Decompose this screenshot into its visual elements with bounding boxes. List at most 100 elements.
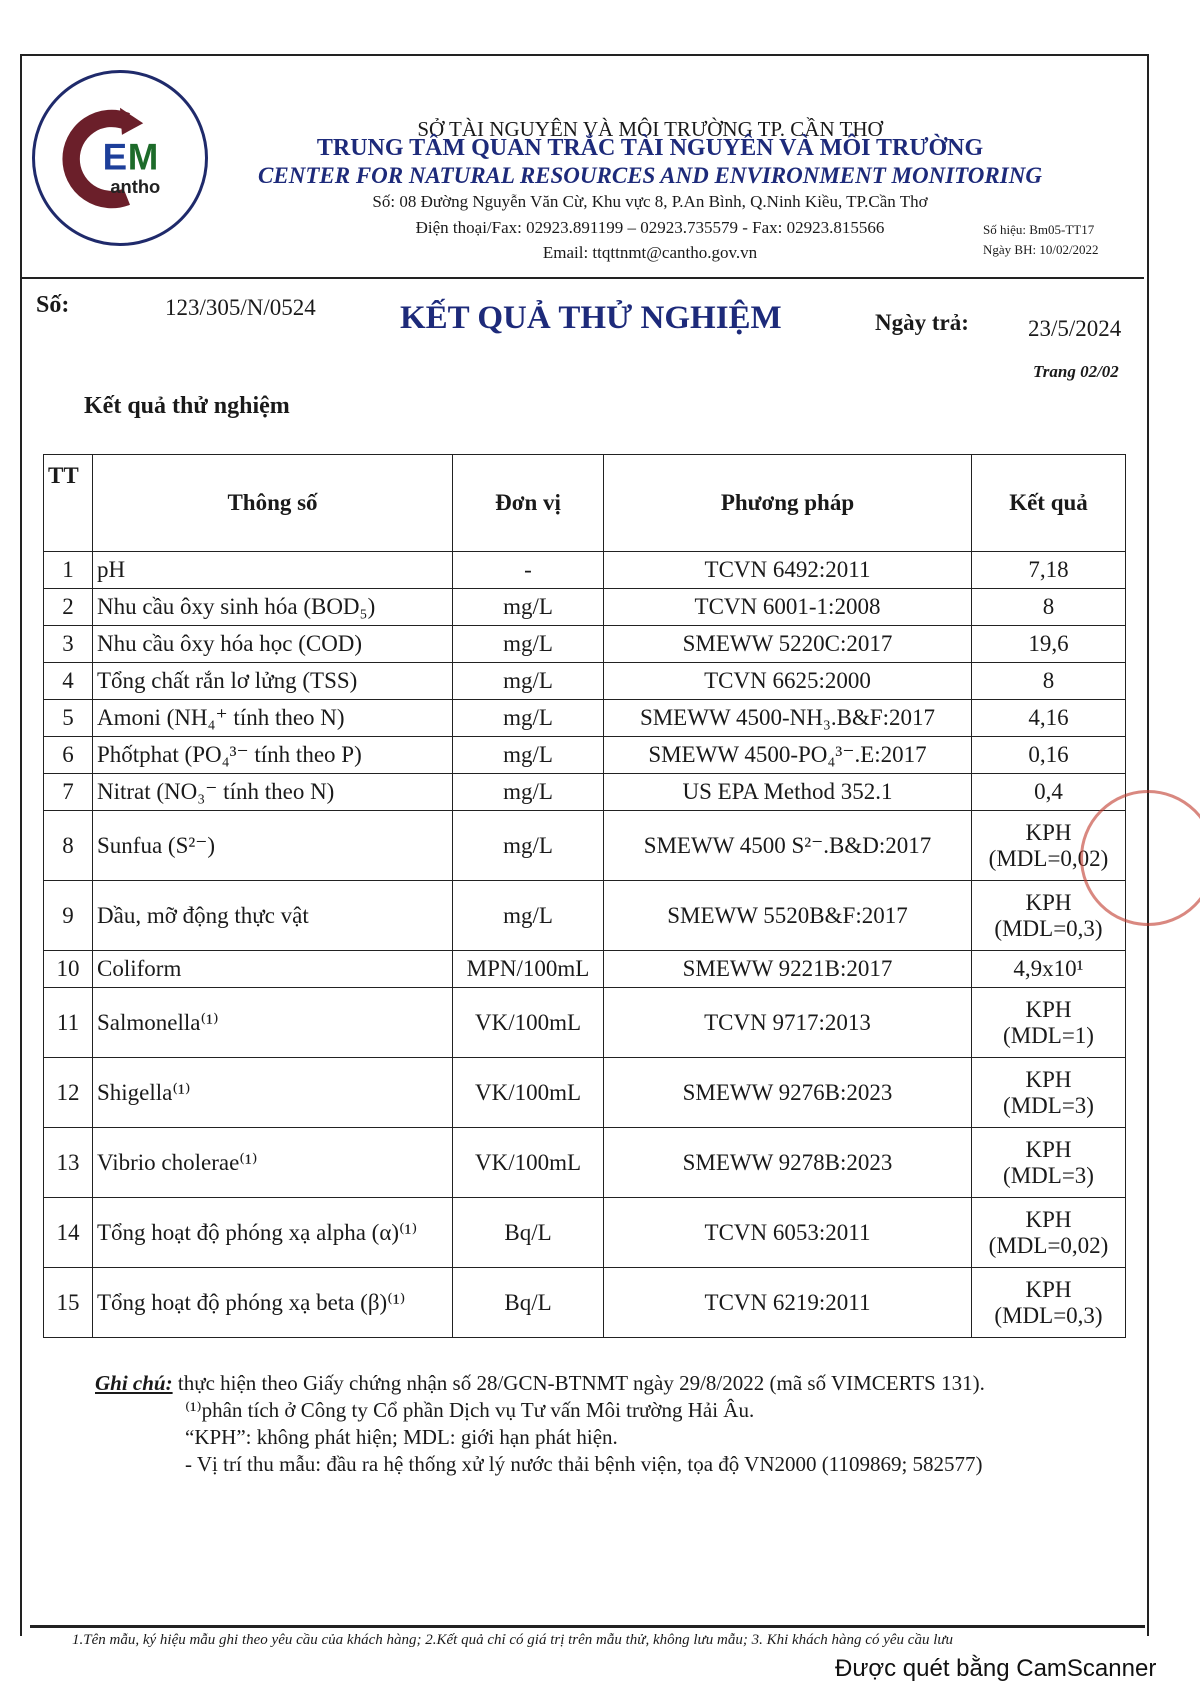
cell-method: TCVN 6001-1:2008	[603, 588, 972, 626]
cell-method: SMEWW 5520B&F:2017	[603, 880, 972, 951]
cell-method: TCVN 6625:2000	[603, 662, 972, 700]
cell-method: SMEWW 9276B:2023	[603, 1057, 972, 1128]
cell-unit: mg/L	[452, 662, 604, 700]
cell-result: KPH (MDL=3)	[971, 1127, 1126, 1198]
cell-param: Tổng hoạt độ phóng xạ beta (β)⁽¹⁾	[92, 1267, 453, 1338]
result-value: KPH	[1025, 996, 1072, 1022]
doc-number: 123/305/N/0524	[165, 295, 316, 320]
cell-param: Tổng chất rắn lơ lửng (TSS)	[92, 662, 453, 700]
cell-method: SMEWW 5220C:2017	[603, 625, 972, 663]
cell-tt: 6	[43, 736, 93, 774]
cell-tt: 12	[43, 1057, 93, 1128]
cell-param: Amoni (NH₄⁺ tính theo N)	[92, 699, 453, 737]
cell-param: Nhu cầu ôxy sinh hóa (BOD₅)	[92, 588, 453, 626]
cell-unit: mg/L	[452, 773, 604, 811]
result-value: KPH	[1025, 1136, 1072, 1162]
table-row: 7 Nitrat (NO₃⁻ tính theo N) mg/L US EPA Met…	[43, 773, 1126, 811]
cell-unit: mg/L	[452, 588, 604, 626]
col-method: Phương pháp	[603, 454, 972, 552]
cell-tt: 7	[43, 773, 93, 811]
cell-result: KPH (MDL=0,3)	[971, 1267, 1126, 1338]
footer-divider	[30, 1625, 1145, 1628]
cell-unit: mg/L	[452, 736, 604, 774]
red-stamp	[1080, 790, 1200, 926]
cell-unit: mg/L	[452, 810, 604, 881]
org-name-vi: TRUNG TÂM QUAN TRẮC TÀI NGUYÊN VÀ MÔI TR…	[316, 135, 984, 161]
note-line-1: thực hiện theo Giấy chứng nhận số 28/GCN…	[172, 1371, 985, 1395]
cell-result: 19,6	[971, 625, 1126, 663]
cell-method: SMEWW 4500 S²⁻.B&D:2017	[603, 810, 972, 881]
notes-label: Ghi chú:	[95, 1371, 173, 1395]
cell-unit: mg/L	[452, 880, 604, 951]
table-row: 2 Nhu cầu ôxy sinh hóa (BOD₅) mg/L TCVN 600…	[43, 588, 1126, 626]
cell-tt: 5	[43, 699, 93, 737]
cell-tt: 8	[43, 810, 93, 881]
svg-text:antho: antho	[110, 176, 160, 197]
section-title: Kết quả thử nghiệm	[84, 393, 290, 419]
cell-unit: VK/100mL	[452, 1057, 604, 1128]
cell-result: 4,9x10¹	[971, 950, 1126, 988]
cell-param: Phốtphat (PO₄³⁻ tính theo P)	[92, 736, 453, 774]
cell-method: TCVN 9717:2013	[603, 987, 972, 1058]
result-value: 19,6	[1028, 631, 1069, 656]
cell-method: SMEWW 9221B:2017	[603, 950, 972, 988]
cell-unit: mg/L	[452, 699, 604, 737]
cell-tt: 15	[43, 1267, 93, 1338]
result-value: 7,18	[1028, 557, 1069, 582]
result-value: 8	[1042, 668, 1055, 693]
table-row: 3 Nhu cầu ôxy hóa học (COD) mg/L SMEWW 5220…	[43, 625, 1126, 663]
cell-unit: VK/100mL	[452, 987, 604, 1058]
table-row: 9 Dầu, mỡ động thực vật mg/L SMEWW 5520B&F:…	[43, 880, 1126, 951]
cell-method: SMEWW 4500-PO₄³⁻.E:2017	[603, 736, 972, 774]
col-param: Thông số	[92, 454, 453, 552]
svg-text:E: E	[103, 137, 127, 178]
col-result: Kết quả	[971, 454, 1126, 552]
email: Email: ttqttnmt@cantho.gov.vn	[542, 243, 758, 262]
col-tt: TT	[43, 454, 93, 552]
cem-logo: E M antho	[32, 70, 208, 246]
table-row: 6 Phốtphat (PO₄³⁻ tính theo P) mg/L SMEWW 4…	[43, 736, 1126, 774]
table-row: 1 pH - TCVN 6492:2011 7,18	[43, 551, 1126, 589]
cell-param: Sunfua (S²⁻)	[92, 810, 453, 881]
cell-param: Vibrio cholerae⁽¹⁾	[92, 1127, 453, 1198]
note-line-3: “KPH”: không phát hiện; MDL: giới hạn ph…	[185, 1425, 618, 1449]
cell-unit: VK/100mL	[452, 1127, 604, 1198]
result-value: KPH	[1025, 1066, 1072, 1092]
result-mdl: (MDL=3)	[1003, 1092, 1094, 1118]
table-header: TT Thông số Đơn vị Phương pháp Kết quả	[43, 454, 1126, 552]
cell-tt: 1	[43, 551, 93, 589]
col-unit: Đơn vị	[452, 454, 604, 552]
result-value: KPH	[1025, 889, 1072, 915]
cell-result: 7,18	[971, 551, 1126, 589]
cell-result: 0,16	[971, 736, 1126, 774]
notes: Ghi chú: thực hiện theo Giấy chứng nhận …	[95, 1370, 985, 1478]
cell-param: Coliform	[92, 950, 453, 988]
cell-param: Nhu cầu ôxy hóa học (COD)	[92, 625, 453, 663]
cell-param: Tổng hoạt độ phóng xạ alpha (α)⁽¹⁾	[92, 1197, 453, 1268]
doc-title: KẾT QUẢ THỬ NGHIỆM	[400, 300, 782, 336]
result-mdl: (MDL=0,02)	[988, 1232, 1109, 1258]
address: Số: 08 Đường Nguyễn Văn Cừ, Khu vực 8, P…	[372, 192, 928, 211]
cell-tt: 9	[43, 880, 93, 951]
cell-tt: 11	[43, 987, 93, 1058]
result-value: 8	[1042, 594, 1055, 619]
page-number: Trang 02/02	[1033, 362, 1119, 381]
cell-param: Dầu, mỡ động thực vật	[92, 880, 453, 951]
result-value: 4,9x10¹	[1013, 956, 1084, 981]
cell-result: KPH (MDL=3)	[971, 1057, 1126, 1128]
result-mdl: (MDL=3)	[1003, 1162, 1094, 1188]
result-value: 0,16	[1028, 742, 1069, 767]
doc-number-label: Số:	[36, 292, 70, 318]
note-line-4: - Vị trí thu mẫu: đầu ra hệ thống xử lý …	[185, 1452, 983, 1476]
cell-tt: 13	[43, 1127, 93, 1198]
table-row: 8 Sunfua (S²⁻) mg/L SMEWW 4500 S²⁻.B&D:2017…	[43, 810, 1126, 881]
cell-result: 0,4	[971, 773, 1126, 811]
table-row: 4 Tổng chất rắn lơ lửng (TSS) mg/L TCVN 662…	[43, 662, 1126, 700]
cell-tt: 2	[43, 588, 93, 626]
result-mdl: (MDL=0,3)	[994, 915, 1103, 941]
table-row: 15 Tổng hoạt độ phóng xạ beta (β)⁽¹⁾ Bq/L T…	[43, 1267, 1126, 1338]
cell-result: 4,16	[971, 699, 1126, 737]
cell-unit: Bq/L	[452, 1197, 604, 1268]
dept-name: SỞ TÀI NGUYÊN VÀ MÔI TRƯỜNG TP. CẦN THƠ	[417, 117, 883, 141]
cell-tt: 3	[43, 625, 93, 663]
